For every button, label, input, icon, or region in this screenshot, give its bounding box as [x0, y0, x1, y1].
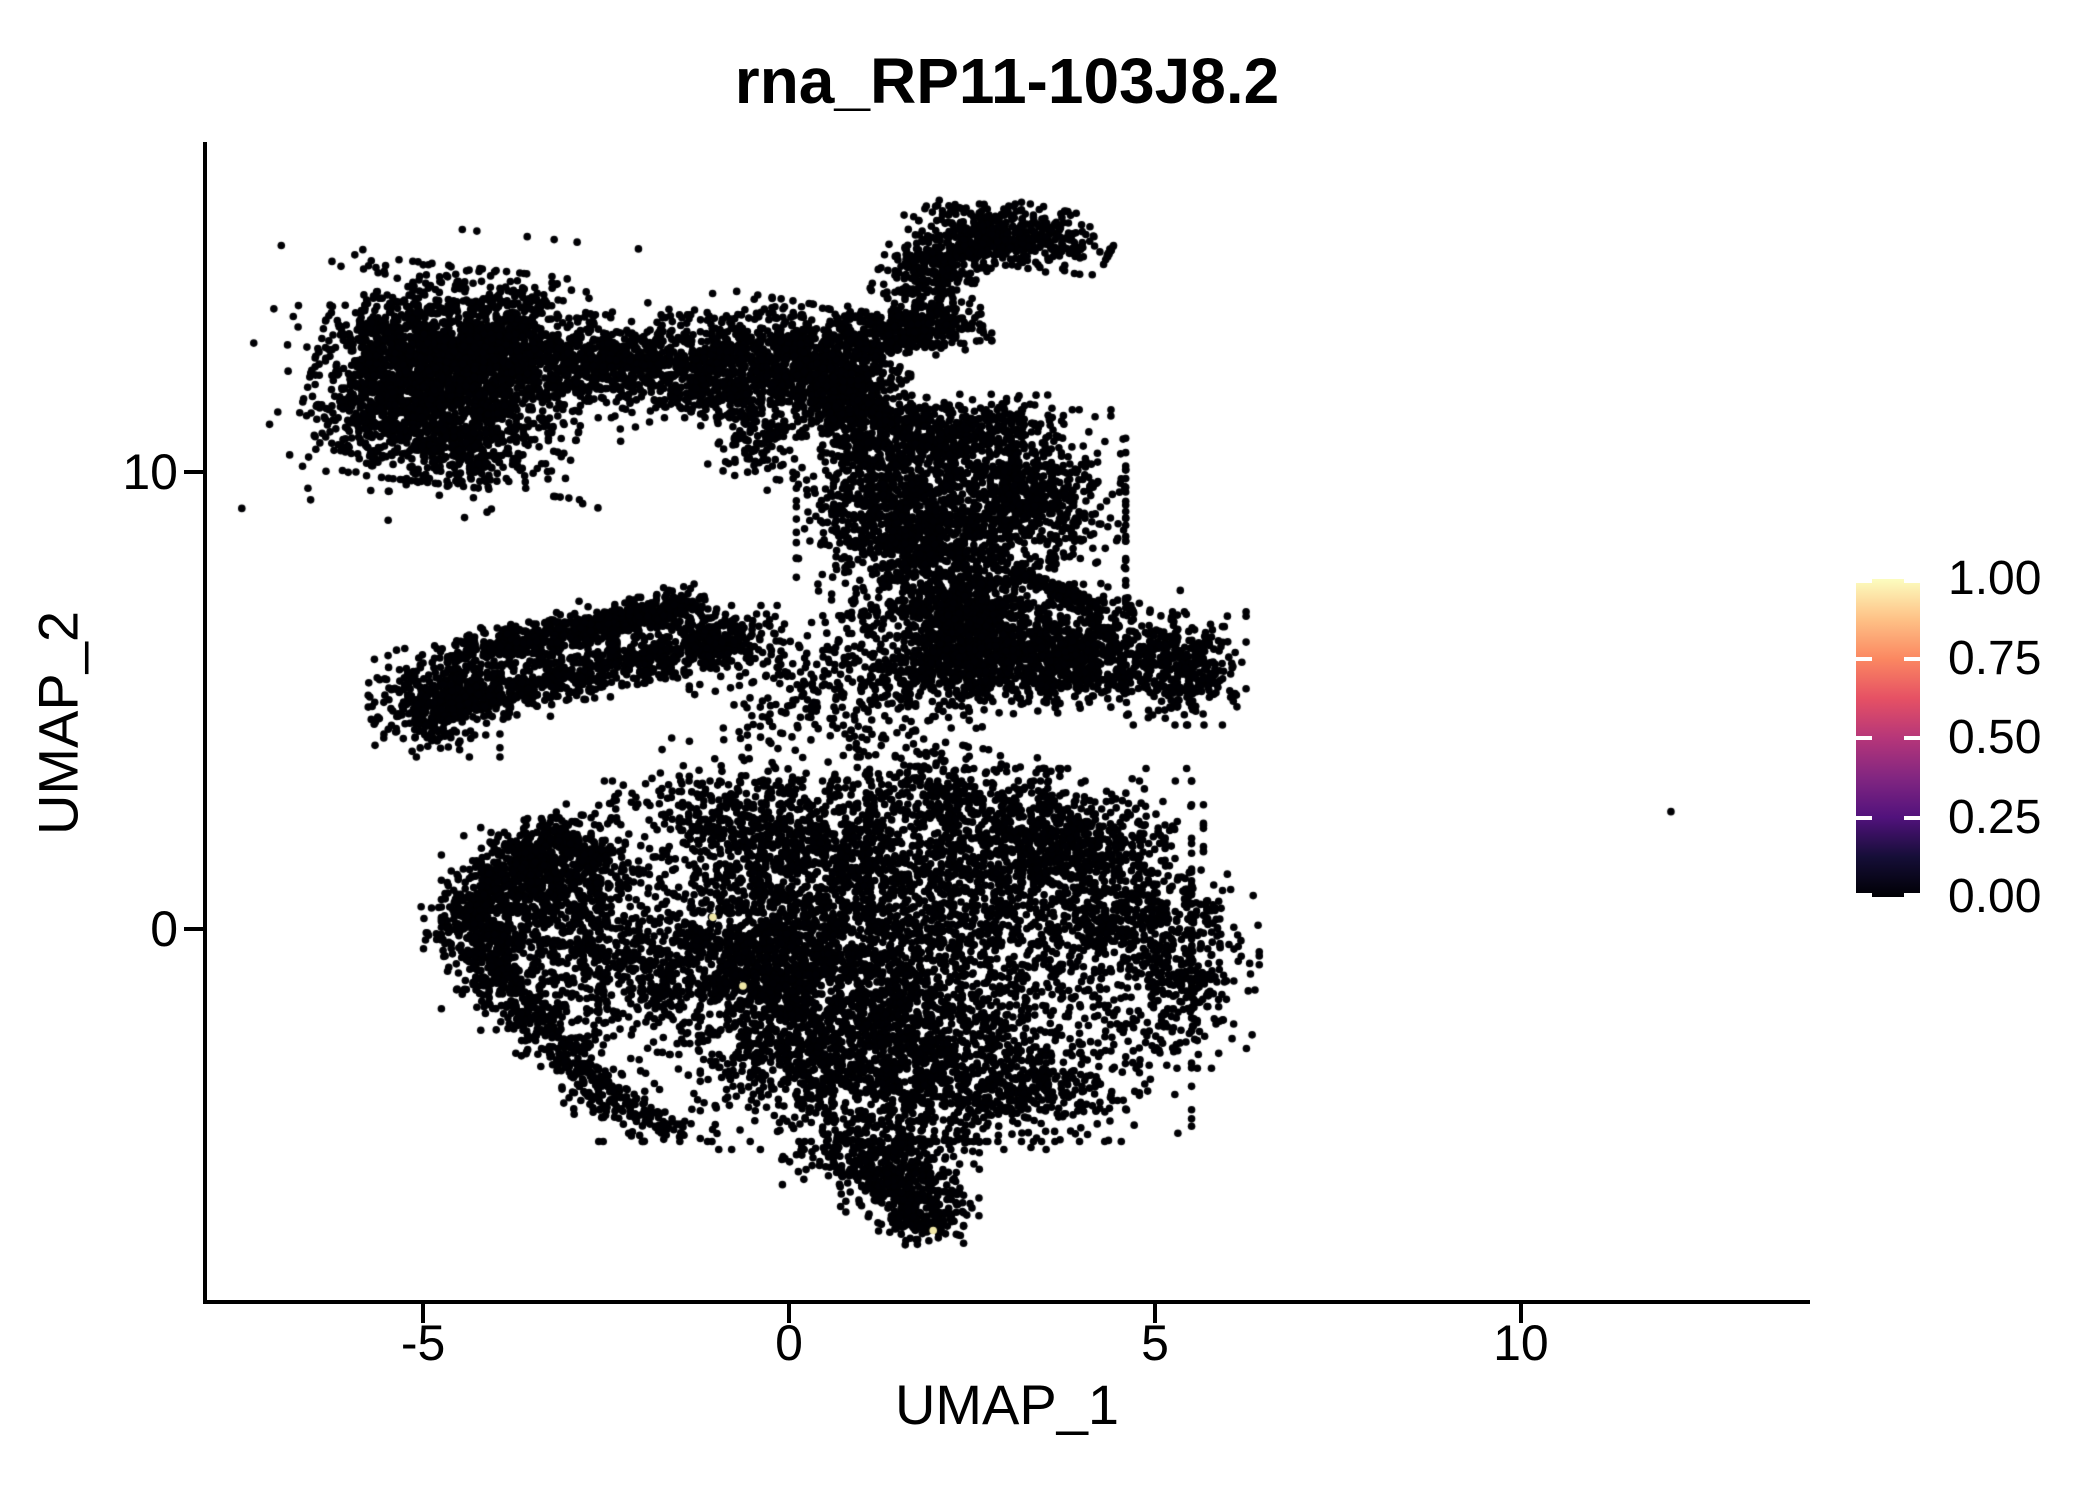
x-tick-mark — [1518, 1304, 1523, 1323]
colorbar-tick-mark — [1904, 579, 1920, 583]
colorbar-tick-mark — [1856, 893, 1872, 897]
y-axis-title: UMAP_2 — [26, 610, 90, 836]
colorbar-tick-mark — [1856, 815, 1872, 820]
x-tick-mark — [1152, 1304, 1157, 1323]
colorbar-tick-mark — [1904, 815, 1920, 820]
colorbar-label: 0.75 — [1948, 631, 2042, 685]
colorbar-tick-mark — [1904, 893, 1920, 897]
colorbar-tick-mark — [1856, 736, 1872, 740]
y-tick-label: 10 — [122, 443, 178, 500]
colorbar-label: 0.00 — [1948, 870, 2042, 923]
colorbar-tick-mark — [1904, 656, 1920, 661]
y-tick-label: 0 — [150, 901, 178, 958]
x-tick-label: -5 — [400, 1315, 446, 1371]
x-tick-mark — [787, 1304, 792, 1323]
plot-title: rna_RP11-103J8.2 — [734, 45, 1280, 117]
colorbar-label: 0.50 — [1948, 711, 2042, 764]
x-axis-line — [203, 1300, 1810, 1304]
y-tick-mark — [184, 469, 203, 474]
colorbar-tick-mark — [1904, 736, 1920, 740]
x-tick-label: 5 — [1141, 1315, 1169, 1371]
colorbar-tick-mark — [1856, 656, 1872, 661]
y-tick-mark — [184, 927, 203, 932]
x-tick-label: 10 — [1493, 1315, 1549, 1371]
y-axis-line — [203, 142, 207, 1304]
expression-colorbar-legend — [1856, 579, 1920, 897]
colorbar-tick-mark — [1856, 579, 1872, 583]
x-tick-mark — [421, 1304, 426, 1323]
colorbar-label: 0.25 — [1948, 790, 2042, 844]
colorbar-label: 1.00 — [1948, 552, 2042, 605]
x-axis-title: UMAP_1 — [894, 1373, 1120, 1436]
x-tick-label: 0 — [775, 1315, 803, 1371]
